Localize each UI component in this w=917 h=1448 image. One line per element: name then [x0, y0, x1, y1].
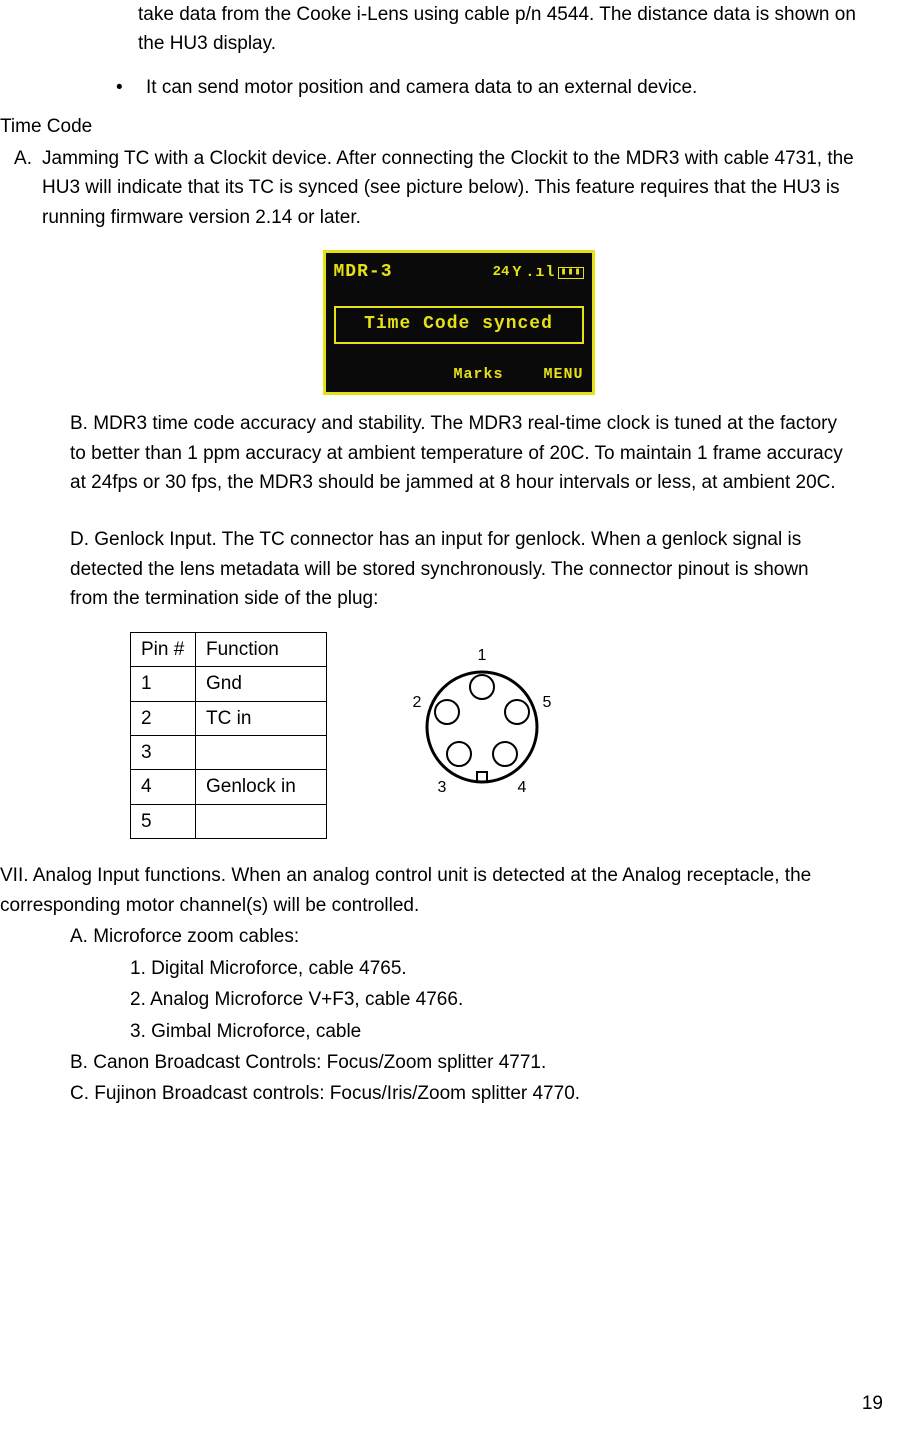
- pin-label-5: 5: [543, 694, 552, 711]
- mdr3-display: MDR-3 24 Y .ıl ▮▮▮ Time Code synced Mark…: [323, 250, 595, 395]
- bullet-icon: •: [110, 73, 146, 102]
- device-menu-label: MENU: [543, 366, 583, 383]
- pin-table: Pin # Function 1 Gnd 2 TC in 3 4 Genlock…: [130, 632, 327, 840]
- page: take data from the Cooke i-Lens using ca…: [0, 0, 917, 1448]
- intro-bullet-2: • It can send motor position and camera …: [110, 73, 887, 102]
- pin-cell: 5: [131, 804, 196, 838]
- signal-icon: .ıl: [525, 261, 555, 284]
- section-7-a1: 1. Digital Microforce, cable 4765.: [130, 954, 887, 983]
- pin-label-4: 4: [518, 779, 527, 796]
- func-cell: Gnd: [196, 667, 327, 701]
- device-title: MDR-3: [334, 259, 393, 287]
- intro-continued: take data from the Cooke i-Lens using ca…: [138, 0, 857, 59]
- pin-cell: 4: [131, 770, 196, 804]
- table-row: 1 Gnd: [131, 667, 327, 701]
- section-7-intro: VII. Analog Input functions. When an ana…: [0, 861, 857, 920]
- table-row: 4 Genlock in: [131, 770, 327, 804]
- timecode-d-text: D. Genlock Input. The TC connector has a…: [70, 525, 847, 613]
- pin-table-head-pin: Pin #: [131, 632, 196, 666]
- pin-label-1: 1: [478, 647, 487, 664]
- intro-bullet-2-text: It can send motor position and camera da…: [146, 73, 887, 102]
- pin-table-head-func: Function: [196, 632, 327, 666]
- timecode-item-a: A. Jamming TC with a Clockit device. Aft…: [0, 144, 887, 232]
- battery-icon: ▮▮▮: [558, 267, 583, 279]
- device-marks-label: Marks: [453, 366, 503, 383]
- section-7-b: B. Canon Broadcast Controls: Focus/Zoom …: [70, 1048, 887, 1077]
- device-synced-text: Time Code synced: [334, 306, 584, 344]
- device-channel: 24: [493, 262, 510, 284]
- func-cell: TC in: [196, 701, 327, 735]
- table-row: 5: [131, 804, 327, 838]
- section-7-a: A. Microforce zoom cables:: [70, 922, 887, 951]
- pin-cell: 3: [131, 736, 196, 770]
- func-cell: [196, 736, 327, 770]
- pin-cell: 2: [131, 701, 196, 735]
- pin-label-3: 3: [438, 779, 447, 796]
- list-label-a: A.: [0, 144, 42, 232]
- timecode-heading: Time Code: [0, 112, 887, 141]
- timecode-b-text: B. MDR3 time code accuracy and stability…: [70, 409, 847, 497]
- pin-section: Pin # Function 1 Gnd 2 TC in 3 4 Genlock…: [130, 632, 887, 840]
- antenna-icon: Y: [512, 261, 522, 284]
- page-number: 19: [862, 1389, 883, 1418]
- connector-diagram: 1 2 3 4 5: [387, 642, 577, 802]
- device-image: MDR-3 24 Y .ıl ▮▮▮ Time Code synced Mark…: [30, 250, 887, 395]
- pin-label-2: 2: [413, 694, 422, 711]
- pin-cell: 1: [131, 667, 196, 701]
- section-7-a2: 2. Analog Microforce V+F3, cable 4766.: [130, 985, 887, 1014]
- section-7-a3: 3. Gimbal Microforce, cable: [130, 1017, 887, 1046]
- table-row: 3: [131, 736, 327, 770]
- func-cell: [196, 804, 327, 838]
- table-row: 2 TC in: [131, 701, 327, 735]
- func-cell: Genlock in: [196, 770, 327, 804]
- timecode-a-text: Jamming TC with a Clockit device. After …: [42, 144, 887, 232]
- section-7-c: C. Fujinon Broadcast controls: Focus/Iri…: [70, 1079, 887, 1108]
